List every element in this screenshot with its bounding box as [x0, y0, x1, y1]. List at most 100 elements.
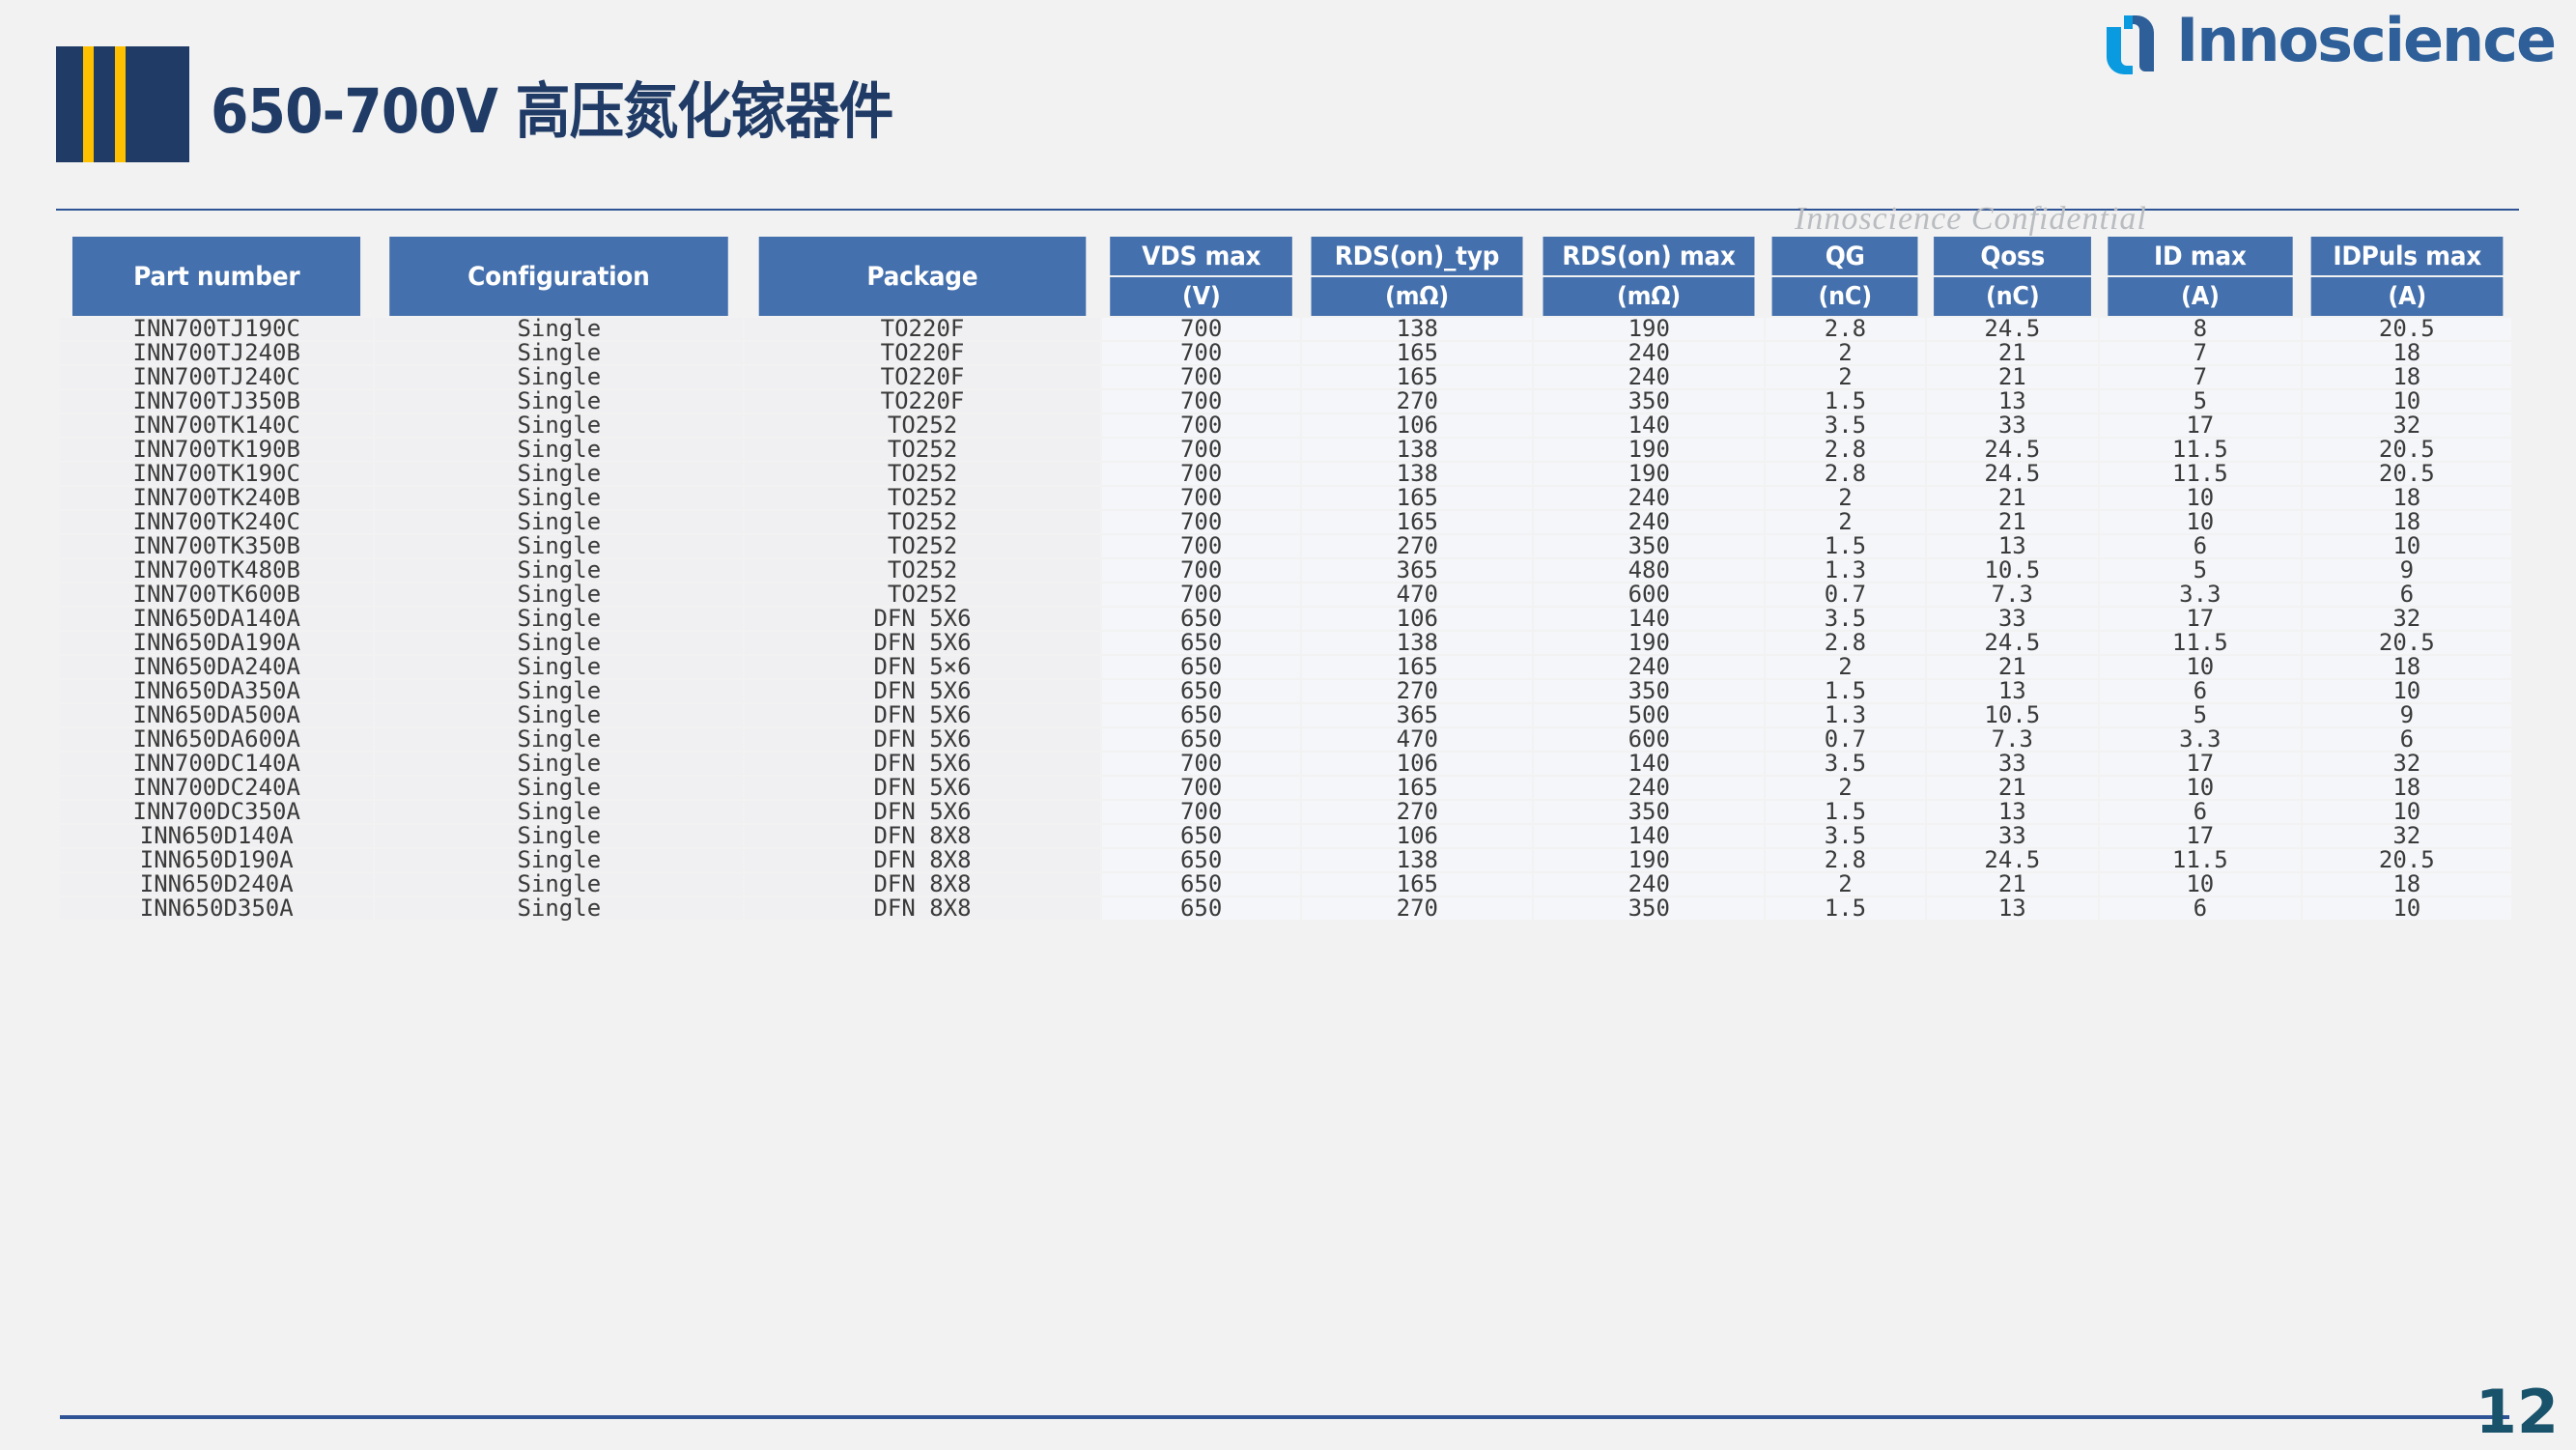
table-cell: 270 — [1302, 800, 1533, 823]
table-cell: Single — [375, 752, 744, 775]
product-table-head: Part number Configuration Package VDS max RD… — [60, 237, 2511, 316]
table-cell: 190 — [1534, 438, 1765, 461]
table-cell: 106 — [1302, 752, 1533, 775]
table-cell: INN650DA140A — [60, 607, 374, 630]
table-cell: 138 — [1302, 438, 1533, 461]
table-cell: TO252 — [745, 583, 1100, 606]
table-cell: 3.5 — [1766, 824, 1925, 847]
table-cell: 470 — [1302, 583, 1533, 606]
table-cell: INN650DA190A — [60, 631, 374, 654]
table-cell: 1.5 — [1766, 896, 1925, 920]
table-header-qg[interactable]: QG — [1771, 237, 1919, 275]
table-row[interactable]: INN700TK600B Single TO252 700 470 600 0.7 7.3 3.… — [60, 583, 2511, 606]
table-cell: 24.5 — [1926, 317, 2098, 340]
table-cell: 700 — [1101, 413, 1301, 437]
table-row[interactable]: INN700TJ240B Single TO220F 700 165 240 2 21 7 18 — [60, 341, 2511, 364]
header-decor-stripes — [56, 46, 189, 162]
table-row[interactable]: INN650D190A Single DFN 8X8 650 138 190 2.8 24.5… — [60, 848, 2511, 871]
table-row[interactable]: INN650DA350A Single DFN 5X6 650 270 350 1.5 13 6… — [60, 679, 2511, 702]
table-row[interactable]: INN650D350A Single DFN 8X8 650 270 350 1.5 13 6 1… — [60, 896, 2511, 920]
table-header-package[interactable]: Package — [758, 237, 1087, 316]
table-header-configuration[interactable]: Configuration — [389, 237, 728, 316]
table-cell: Single — [375, 703, 744, 726]
table-cell: 700 — [1101, 438, 1301, 461]
table-cell: 32 — [2302, 752, 2511, 775]
table-row[interactable]: INN650D140A Single DFN 8X8 650 106 140 3.5 33 17… — [60, 824, 2511, 847]
table-cell: 106 — [1302, 607, 1533, 630]
table-cell: 700 — [1101, 341, 1301, 364]
table-cell: 9 — [2302, 703, 2511, 726]
table-cell: Single — [375, 583, 744, 606]
table-row[interactable]: INN700DC240A Single DFN 5X6 700 165 240 2 21 10 1… — [60, 776, 2511, 799]
table-cell: Single — [375, 655, 744, 678]
table-cell: 11.5 — [2099, 438, 2301, 461]
table-cell: TO252 — [745, 558, 1100, 582]
table-cell: 600 — [1534, 583, 1765, 606]
table-row[interactable]: INN700TJ240C Single TO220F 700 165 240 2 21 7 18 — [60, 365, 2511, 388]
table-cell: 240 — [1534, 510, 1765, 533]
table-cell: 5 — [2099, 389, 2301, 412]
table-row[interactable]: INN650DA240A Single DFN 5×6 650 165 240 2 21 10 1… — [60, 655, 2511, 678]
table-row[interactable]: INN700TK240C Single TO252 700 165 240 2 21 10 18 — [60, 510, 2511, 533]
table-cell: INN700TK140C — [60, 413, 374, 437]
table-cell: 700 — [1101, 365, 1301, 388]
table-header-vds-max[interactable]: VDS max — [1110, 237, 1293, 275]
table-cell: 270 — [1302, 896, 1533, 920]
table-row[interactable]: INN650DA190A Single DFN 5X6 650 138 190 2.8 24.… — [60, 631, 2511, 654]
table-cell: 700 — [1101, 800, 1301, 823]
table-header-id-max[interactable]: ID max — [2108, 237, 2293, 275]
table-cell: Single — [375, 462, 744, 485]
table-row[interactable]: INN700TK350B Single TO252 700 270 350 1.5 13 6 10 — [60, 534, 2511, 557]
table-cell: 17 — [2099, 607, 2301, 630]
table-row[interactable]: INN700TK480B Single TO252 700 365 480 1.3 10.5 5… — [60, 558, 2511, 582]
table-header-idpuls-max[interactable]: IDPuls max — [2310, 237, 2504, 275]
table-cell: DFN 5X6 — [745, 703, 1100, 726]
table-cell: 2.8 — [1766, 631, 1925, 654]
table-row[interactable]: INN700TJ350B Single TO220F 700 270 350 1.5 13 5 1… — [60, 389, 2511, 412]
table-cell: 190 — [1534, 848, 1765, 871]
table-cell: INN700TK350B — [60, 534, 374, 557]
table-row[interactable]: INN650DA140A Single DFN 5X6 650 106 140 3.5 33 1… — [60, 607, 2511, 630]
table-row[interactable]: INN700TK240B Single TO252 700 165 240 2 21 10 18 — [60, 486, 2511, 509]
table-cell: TO252 — [745, 413, 1100, 437]
table-cell: 650 — [1101, 824, 1301, 847]
slide-header: 650-700V 高压氮化镓器件 Innoscience — [0, 0, 2576, 211]
table-cell: 7 — [2099, 341, 2301, 364]
table-cell: 3.5 — [1766, 413, 1925, 437]
table-header-rds-on-max[interactable]: RDS(on) max — [1543, 237, 1755, 275]
table-row[interactable]: INN700TK140C Single TO252 700 106 140 3.5 33 17 3… — [60, 413, 2511, 437]
table-cell: DFN 8X8 — [745, 872, 1100, 896]
table-cell: 700 — [1101, 462, 1301, 485]
table-cell: 350 — [1534, 800, 1765, 823]
table-cell: TO220F — [745, 317, 1100, 340]
table-cell: 3.3 — [2099, 727, 2301, 751]
table-row[interactable]: INN700TK190B Single TO252 700 138 190 2.8 24.5 1… — [60, 438, 2511, 461]
table-cell: 106 — [1302, 824, 1533, 847]
table-cell: 2.8 — [1766, 317, 1925, 340]
table-row[interactable]: INN700DC140A Single DFN 5X6 700 106 140 3.5 33 1… — [60, 752, 2511, 775]
table-cell: Single — [375, 631, 744, 654]
table-header-qoss[interactable]: Qoss — [1933, 237, 2091, 275]
table-cell: 700 — [1101, 583, 1301, 606]
table-row[interactable]: INN650D240A Single DFN 8X8 650 165 240 2 21 10 18 — [60, 872, 2511, 896]
table-header-part-number[interactable]: Part number — [71, 237, 361, 316]
table-cell: 350 — [1534, 679, 1765, 702]
table-row[interactable]: INN650DA500A Single DFN 5X6 650 365 500 1.3 10.… — [60, 703, 2511, 726]
table-cell: 650 — [1101, 848, 1301, 871]
table-row[interactable]: INN700DC350A Single DFN 5X6 700 270 350 1.5 13 6… — [60, 800, 2511, 823]
table-cell: 190 — [1534, 317, 1765, 340]
table-cell: 240 — [1534, 365, 1765, 388]
table-cell: 650 — [1101, 607, 1301, 630]
table-cell: 2.8 — [1766, 462, 1925, 485]
table-cell: 21 — [1926, 510, 2098, 533]
table-header-rds-on-typ[interactable]: RDS(on)_typ — [1311, 237, 1523, 275]
table-row[interactable]: INN700TJ190C Single TO220F 700 138 190 2.8 24.5… — [60, 317, 2511, 340]
header-divider — [56, 209, 2519, 211]
table-cell: INN650DA240A — [60, 655, 374, 678]
table-cell: Single — [375, 341, 744, 364]
table-row[interactable]: INN650DA600A Single DFN 5X6 650 470 600 0.7 7.3… — [60, 727, 2511, 751]
table-cell: 6 — [2099, 679, 2301, 702]
table-cell: DFN 5X6 — [745, 631, 1100, 654]
table-row[interactable]: INN700TK190C Single TO252 700 138 190 2.8 24.5 1… — [60, 462, 2511, 485]
table-cell: 650 — [1101, 703, 1301, 726]
